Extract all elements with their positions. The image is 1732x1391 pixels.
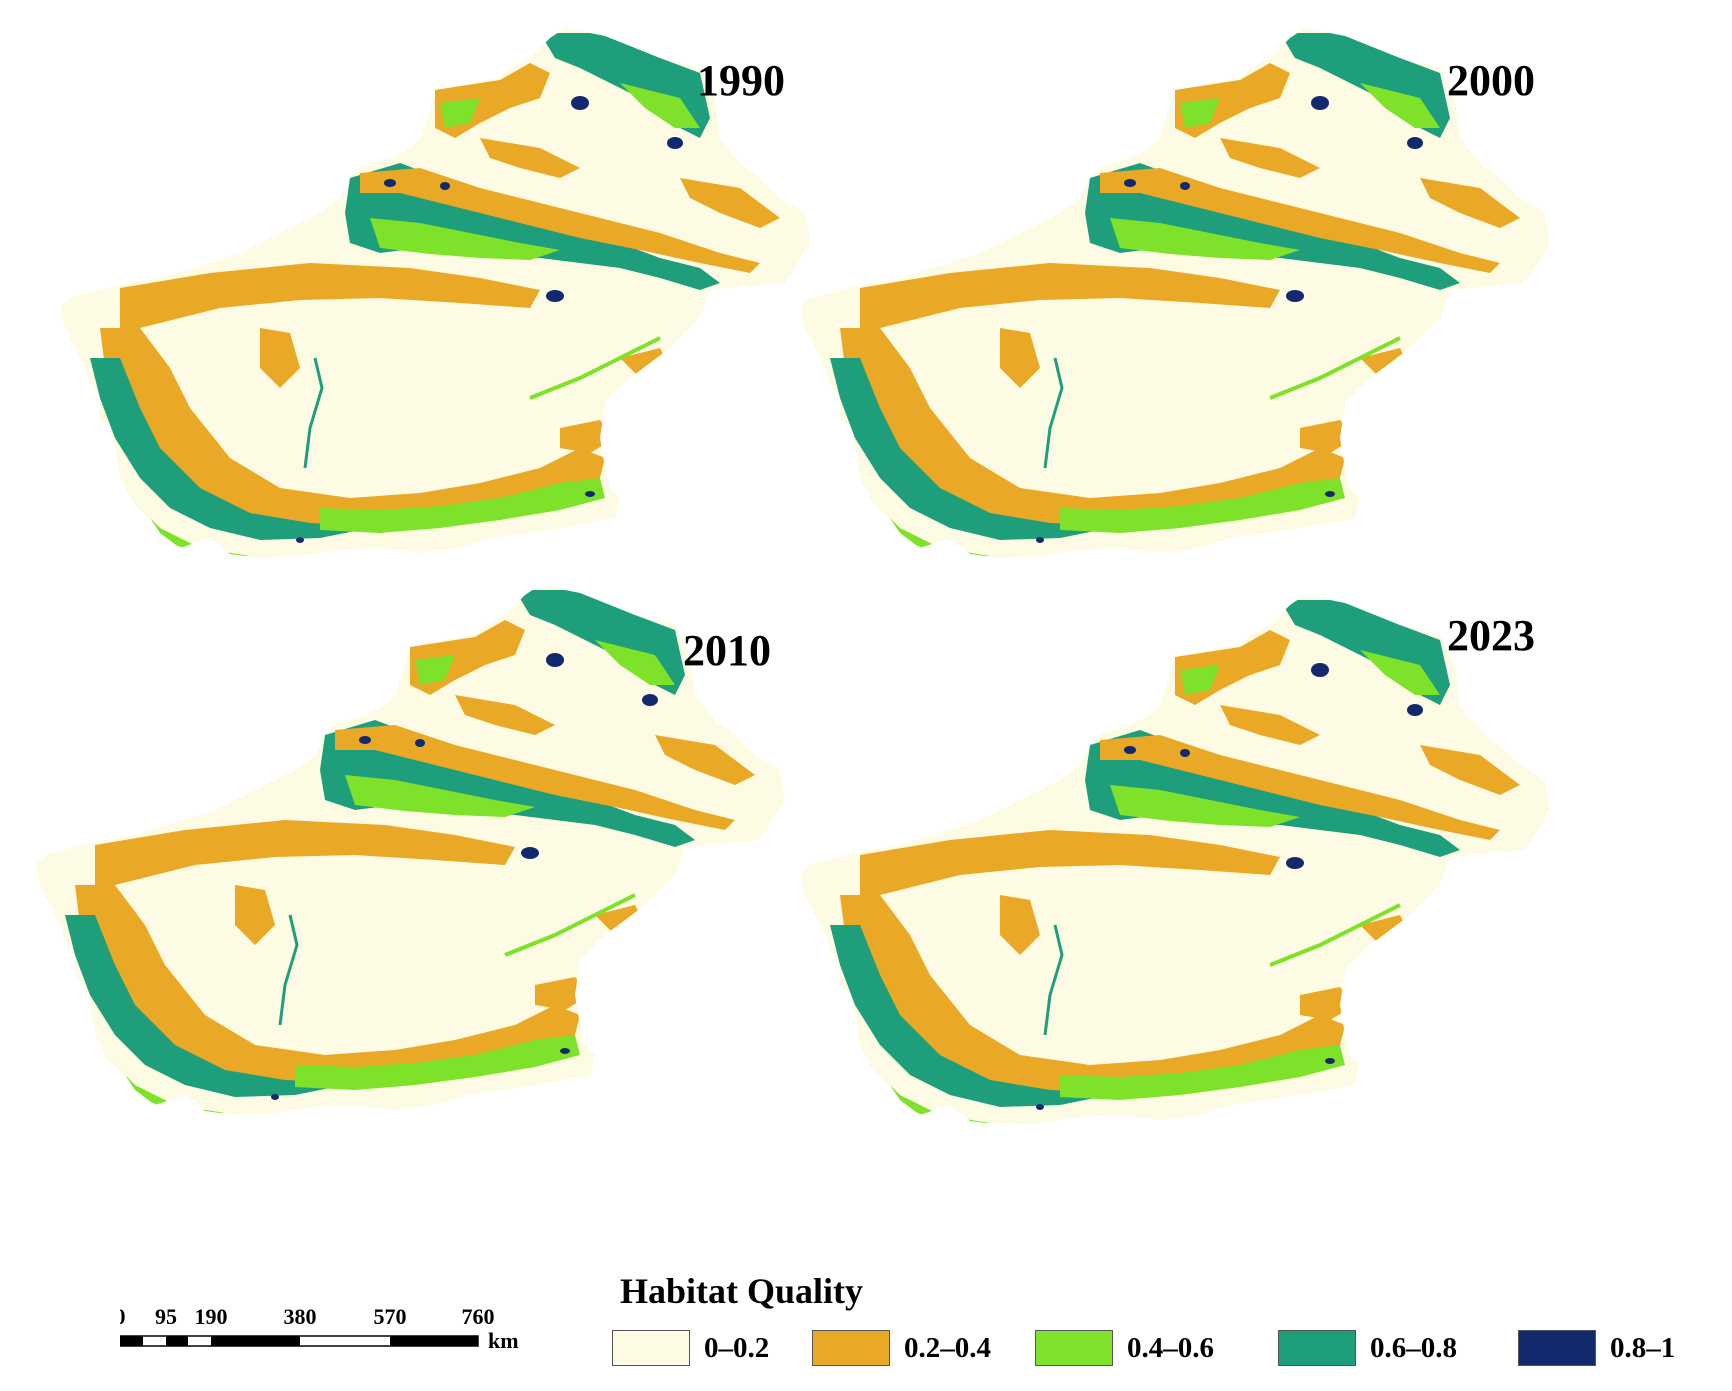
map-panel-2010	[35, 585, 795, 1125]
legend-label-4: 0.8–1	[1610, 1332, 1676, 1364]
habitat-map-2023	[800, 595, 1560, 1135]
legend-label-2: 0.4–0.6	[1127, 1332, 1214, 1364]
map-panel-1990	[60, 28, 820, 568]
legend-label-1: 0.2–0.4	[904, 1332, 991, 1364]
scale-tick-570: 570	[374, 1304, 407, 1329]
legend-label-0: 0–0.2	[704, 1332, 770, 1364]
year-label-2023: 2023	[1447, 611, 1535, 660]
year-label-2000: 2000	[1447, 56, 1535, 105]
scale-tick-760: 760	[462, 1304, 495, 1329]
legend-swatch-3	[1278, 1330, 1356, 1366]
legend-swatch-4	[1518, 1330, 1596, 1366]
year-label-1990: 1990	[697, 56, 785, 105]
legend-swatch-2	[1035, 1330, 1113, 1366]
legend-label-3: 0.6–0.8	[1370, 1332, 1457, 1364]
year-label-2010: 2010	[683, 626, 771, 675]
legend-title: Habitat Quality	[620, 1271, 864, 1311]
scale-tick-95: 95	[155, 1304, 177, 1329]
scale-unit: km	[488, 1328, 519, 1353]
scale-bar: 0 95 190 380 570 760 km	[120, 1304, 519, 1353]
legend-swatch-1	[812, 1330, 890, 1366]
legend-swatch-0	[612, 1330, 690, 1366]
scale-tick-0: 0	[120, 1304, 126, 1329]
scale-tick-380: 380	[284, 1304, 317, 1329]
habitat-map-2000	[800, 28, 1560, 568]
map-panel-2000	[800, 28, 1560, 568]
map-panel-2023	[800, 595, 1560, 1135]
habitat-map-1990	[60, 28, 820, 568]
habitat-map-2010	[35, 585, 795, 1125]
scale-tick-190: 190	[195, 1304, 228, 1329]
